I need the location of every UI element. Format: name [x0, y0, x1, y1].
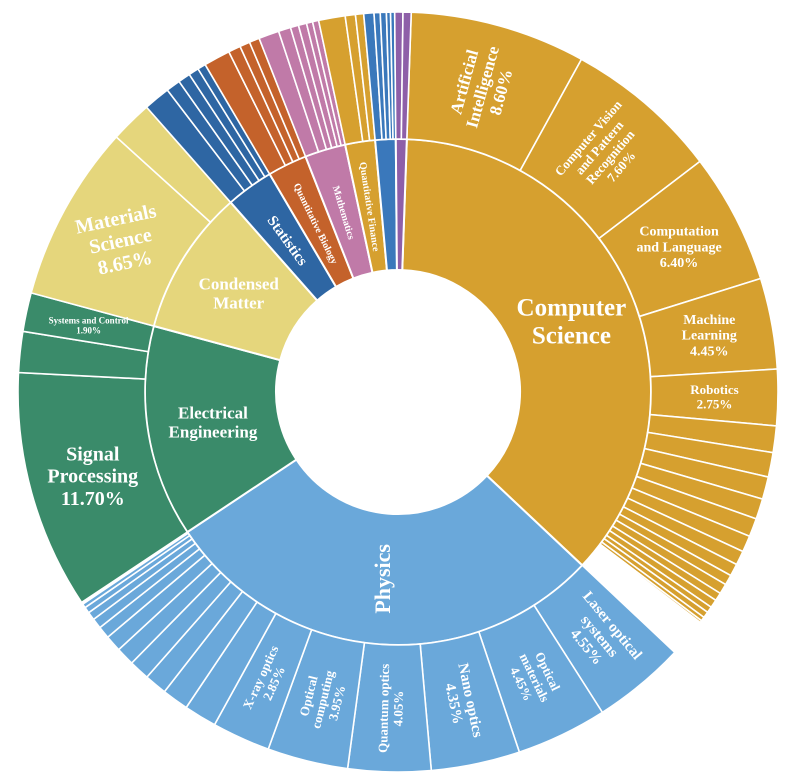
outer-label-computation: Computation and Language 6.40% — [636, 225, 721, 271]
inner-ring — [144, 138, 652, 646]
outer-label-robotics: Robotics 2.75% — [690, 382, 738, 412]
outer-segment-physics-17 — [81, 532, 191, 609]
outer-label-signal: Signal Processing 11.70% — [47, 443, 138, 510]
outer-segment-computer-science-21 — [598, 543, 703, 624]
inner-label-physics: Physics — [370, 544, 395, 614]
outer-label-artificial: ArtificialIntelligence8.60% — [444, 39, 522, 136]
outer-label-laser-optical: Laser opticalsystems4.55% — [553, 589, 644, 685]
outer-label-optical: Opticalcomputing3.95% — [294, 665, 351, 734]
outer-label-machine: Machine Learning 4.45% — [682, 313, 737, 359]
outer-segment-other-purple-2 — [400, 11, 413, 140]
outer-label-quantum-optics: Quantum optics4.05% — [375, 663, 407, 753]
outer-ring — [17, 11, 779, 773]
outer-label-systems-and-control: Systems and Control 1.90% — [49, 315, 129, 335]
inner-label-electrical-engineering: Electrical Engineering — [169, 404, 258, 442]
inner-label-computer-science: Computer Science — [517, 294, 627, 349]
inner-label-condensed-matter: Condensed Matter — [199, 275, 280, 313]
outer-label-materials: MaterialsScience8.65% — [73, 200, 167, 282]
